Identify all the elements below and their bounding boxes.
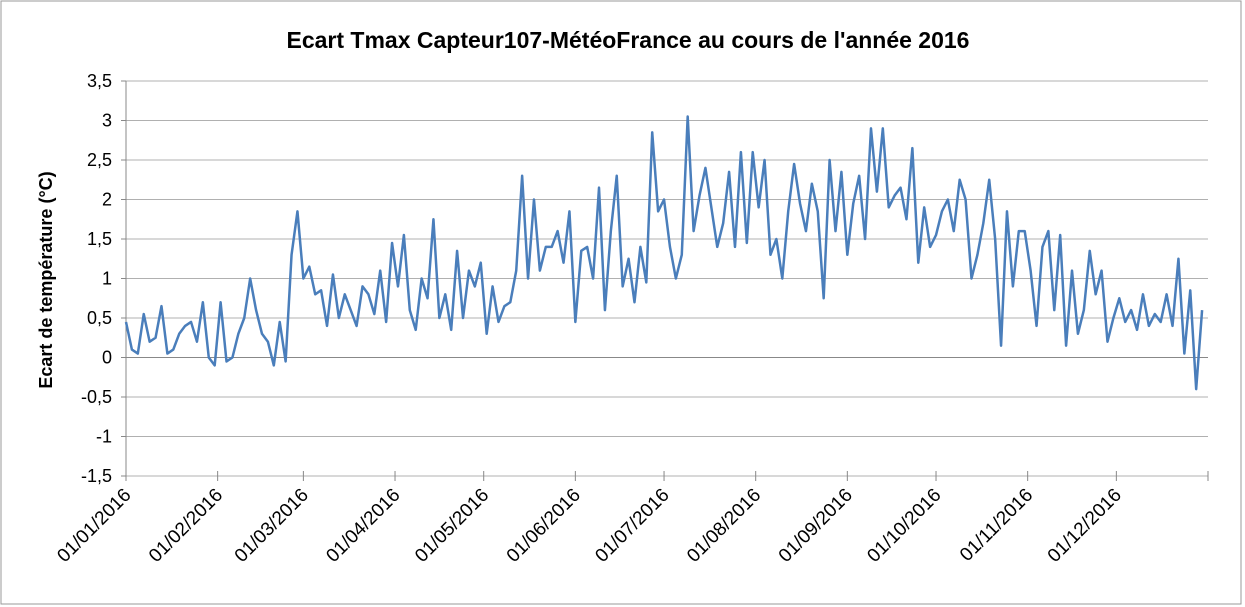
y-tick-label: -1: [96, 427, 112, 447]
y-tick-label: 2: [102, 190, 112, 210]
y-axis-label: Ecart de température (°C): [36, 171, 56, 388]
y-tick-label: -1,5: [81, 466, 112, 486]
y-tick-label: 1: [102, 269, 112, 289]
y-tick-label: 2,5: [87, 150, 112, 170]
chart-title: Ecart Tmax Capteur107-MétéoFrance au cou…: [287, 27, 970, 53]
y-tick-label: -0,5: [81, 387, 112, 407]
data-line: [124, 115, 1204, 391]
y-tick-label: 3: [102, 111, 112, 131]
y-tick-label: 1,5: [87, 229, 112, 249]
y-tick-label: 0,5: [87, 308, 112, 328]
y-tick-label: 3,5: [87, 71, 112, 91]
y-tick-label: 0: [102, 348, 112, 368]
